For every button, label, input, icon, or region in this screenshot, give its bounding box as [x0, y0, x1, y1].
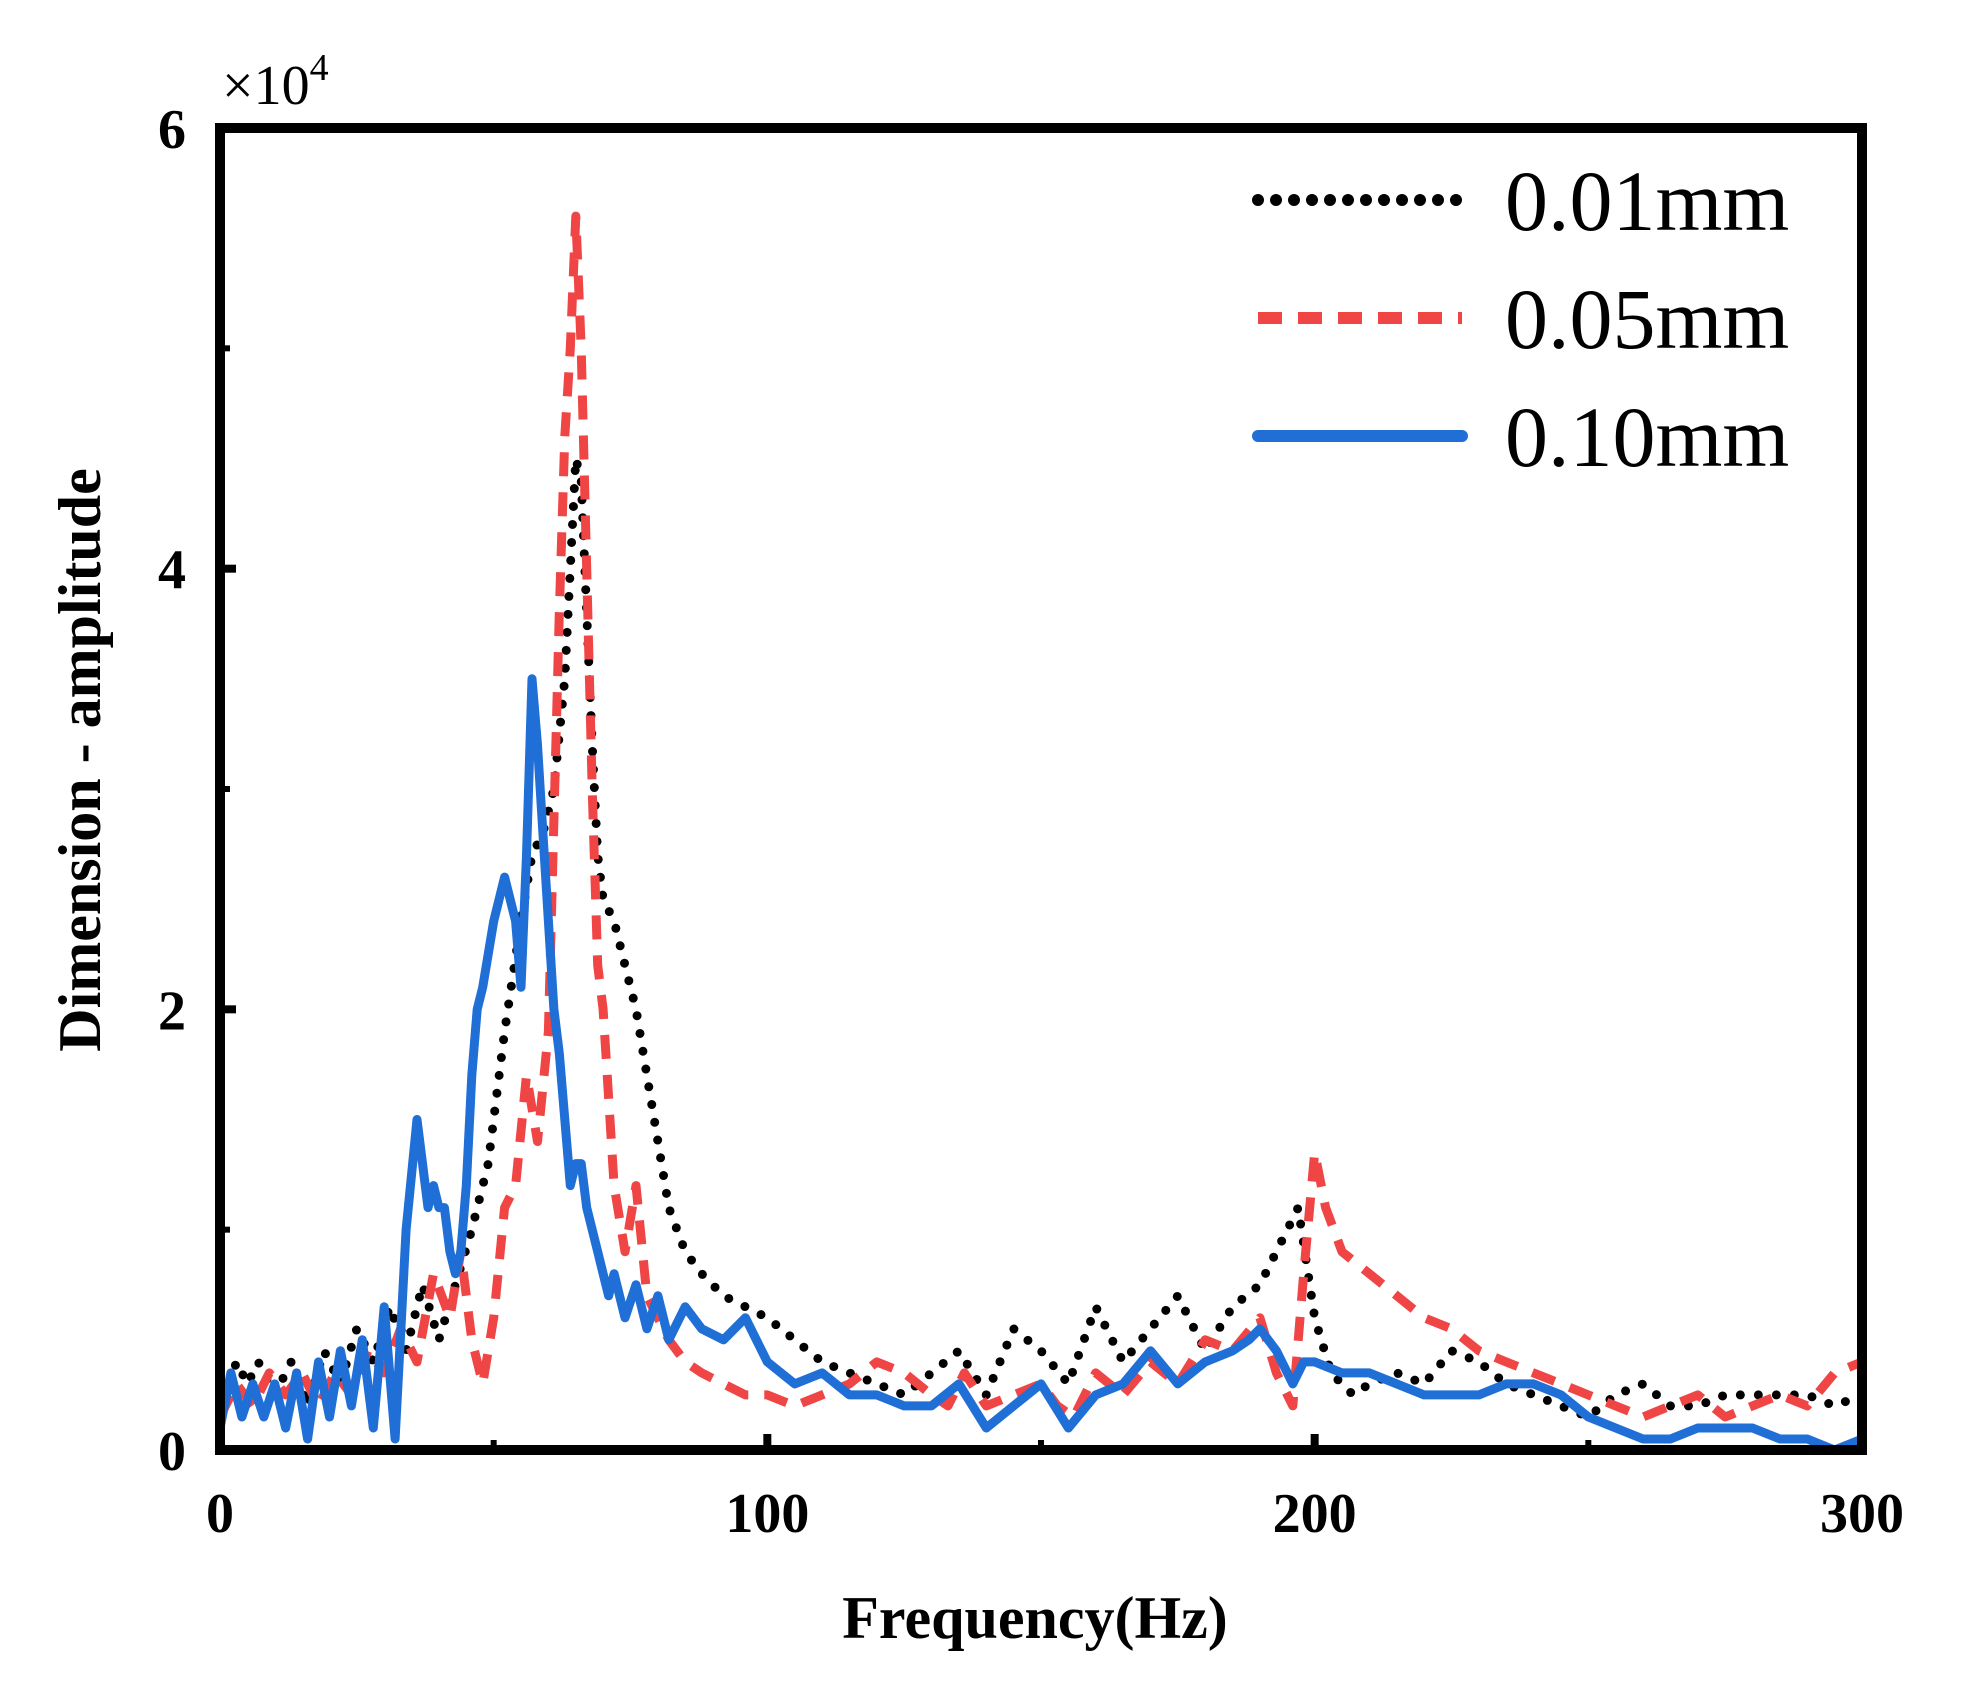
y-multiplier-base: ×10 — [222, 55, 310, 117]
tick-layer: 0 100 200 300 0 2 4 6 — [158, 99, 1904, 1545]
x-axis-title: Frequency(Hz) — [842, 1585, 1227, 1651]
x-tick-label: 100 — [725, 1483, 809, 1545]
y-tick-label: 2 — [158, 980, 186, 1042]
series-layer — [220, 211, 1862, 1450]
legend: 0.01mm 0.05mm 0.10mm — [1252, 153, 1789, 485]
legend-label: 0.01mm — [1505, 153, 1789, 249]
y-tick-label: 0 — [158, 1421, 186, 1483]
series-line-0-01mm — [220, 454, 1862, 1422]
x-tick-label: 0 — [206, 1483, 234, 1545]
y-axis-title: Dimension - amplitude — [47, 468, 113, 1051]
series-line-0-10mm — [220, 674, 1862, 1450]
legend-label: 0.05mm — [1505, 271, 1789, 367]
y-tick-label: 4 — [158, 540, 186, 602]
y-tick-label: 6 — [158, 99, 186, 161]
x-tick-label: 300 — [1820, 1483, 1904, 1545]
y-multiplier-exponent: 4 — [310, 47, 329, 89]
legend-label: 0.10mm — [1505, 389, 1789, 485]
y-multiplier: ×104 — [222, 47, 329, 117]
x-tick-label: 200 — [1273, 1483, 1357, 1545]
